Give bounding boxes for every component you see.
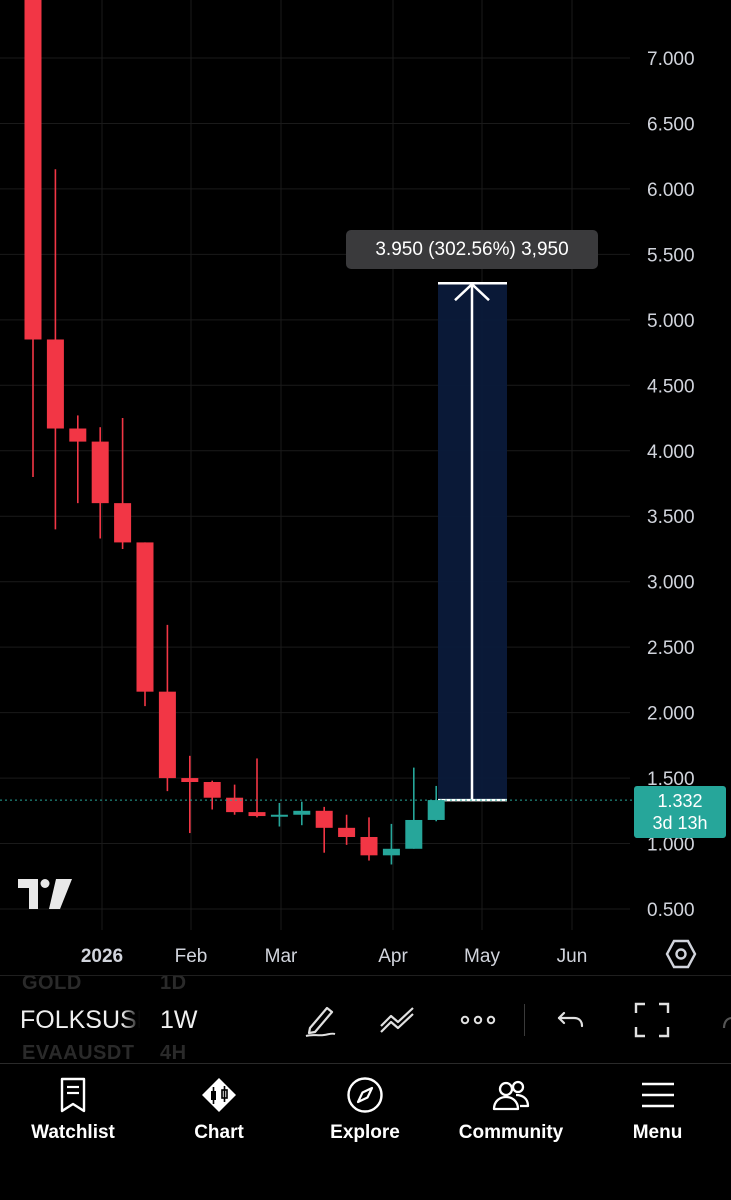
price-axis-label: 5.500: [647, 245, 695, 266]
price-axis-label: 5.000: [647, 311, 695, 332]
chart-icon: [202, 1078, 236, 1112]
fullscreen-icon[interactable]: [632, 1000, 672, 1040]
candle-body: [427, 800, 445, 820]
bar-countdown: 3d 13h: [652, 813, 708, 833]
price-axis-label: 4.000: [647, 442, 695, 463]
candle-body: [405, 819, 423, 849]
last-price-badge: 1.332 3d 13h: [634, 786, 726, 838]
time-axis-label: May: [464, 946, 500, 967]
interval-selector[interactable]: 1W: [160, 1006, 198, 1034]
indicators-icon[interactable]: [378, 1000, 418, 1040]
ghost-symbol-below: EVAAUSDT: [22, 1042, 135, 1063]
candle-body: [158, 691, 176, 779]
chart-toolbar: GOLD 1D EVAAUSDT 4H FOLKSUSDT 1W: [0, 975, 731, 1063]
chart-settings-icon[interactable]: [665, 938, 697, 970]
nav-label-menu: Menu: [632, 1122, 683, 1143]
ghost-interval-below: 4H: [160, 1042, 187, 1063]
chart-area[interactable]: 7.000 6.500 6.000 5.500 5.000 4.500 4.000 3.500…: [0, 0, 731, 975]
nav-label-chart: Chart: [194, 1122, 244, 1143]
price-axis-label: 0.500: [647, 900, 695, 921]
candle-body: [226, 797, 244, 813]
drawing-pen-icon[interactable]: [300, 1000, 340, 1040]
time-axis-label: Mar: [265, 946, 298, 967]
candle-body: [136, 542, 154, 692]
nav-item-menu[interactable]: Menu: [584, 1064, 731, 1164]
nav-item-community[interactable]: Community: [438, 1064, 584, 1164]
nav-label-explore: Explore: [330, 1122, 400, 1143]
nav-label-watchlist: Watchlist: [31, 1122, 115, 1143]
price-axis-label: 3.500: [647, 507, 695, 528]
toolbar-divider: [524, 1004, 525, 1036]
candle-body: [338, 827, 356, 837]
candle-body: [91, 441, 109, 504]
watchlist-icon: [60, 1077, 86, 1113]
nav-item-chart[interactable]: Chart: [146, 1064, 292, 1164]
price-axis-label: 2.000: [647, 704, 695, 725]
price-chart[interactable]: 7.000 6.500 6.000 5.500 5.000 4.500 4.000 3.500…: [0, 0, 731, 975]
measure-tooltip: 3.950 (302.56%) 3,950: [346, 230, 598, 269]
price-axis-label: 7.000: [647, 49, 695, 70]
candle-body: [293, 810, 311, 815]
time-axis-label: Feb: [175, 946, 208, 967]
candle-body: [382, 848, 400, 856]
price-axis-label: 6.500: [647, 114, 695, 135]
explore-icon: [347, 1077, 383, 1113]
candle-body: [248, 812, 266, 817]
symbol-selector[interactable]: FOLKSUSDT: [20, 1006, 140, 1034]
nav-item-explore[interactable]: Explore: [292, 1064, 438, 1164]
nav-label-community: Community: [458, 1122, 564, 1143]
community-icon: [492, 1080, 530, 1111]
candle-body: [46, 339, 64, 429]
time-axis-label: Jun: [557, 946, 588, 967]
undo-icon[interactable]: [552, 1000, 592, 1040]
time-axis-label: Apr: [378, 946, 408, 967]
price-axis-label: 6.000: [647, 180, 695, 201]
ghost-interval-above: 1D: [160, 975, 187, 994]
redo-icon[interactable]: [716, 1000, 731, 1040]
price-axis-label: 2.500: [647, 638, 695, 659]
bottom-navigation: Watchlist Chart Explore Community: [0, 1063, 731, 1200]
candle-body: [114, 503, 132, 543]
more-options-icon[interactable]: [458, 1000, 498, 1040]
menu-icon: [641, 1082, 674, 1108]
last-price-value: 1.332: [657, 791, 703, 811]
price-axis-label: 4.500: [647, 376, 695, 397]
time-axis-label: 2026: [81, 946, 123, 967]
measure-arrow-head: [454, 282, 490, 302]
price-axis-label: 3.000: [647, 573, 695, 594]
candle-body: [69, 428, 87, 442]
candle-body: [315, 810, 333, 828]
nav-item-watchlist[interactable]: Watchlist: [0, 1064, 146, 1164]
candle-body: [181, 778, 199, 783]
candle-body: [360, 836, 378, 856]
price-axis-label: 1.500: [647, 769, 695, 790]
ghost-symbol-above: GOLD: [22, 975, 82, 994]
candle-body: [24, 0, 42, 340]
tradingview-logo-icon: [18, 879, 72, 909]
candle-body: [203, 782, 221, 798]
price-axis-label: 1.000: [647, 835, 695, 856]
candle-body: [270, 814, 288, 817]
